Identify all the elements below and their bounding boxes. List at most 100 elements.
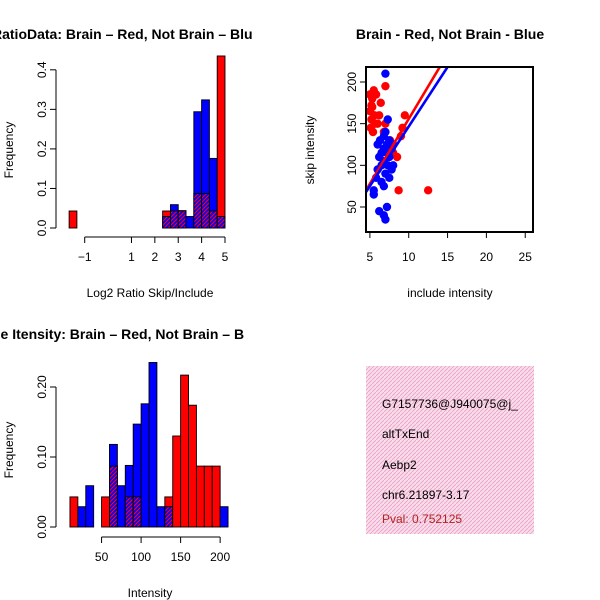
- scatter-y-tick-label: 100: [345, 155, 359, 175]
- intensity-scatter: Brain - Red, Not Brain - Blue include in…: [303, 26, 544, 300]
- ratio-histogram-x-tick-label: 4: [198, 250, 205, 264]
- intensity-histogram-bar-brain: [203, 465, 213, 528]
- intensity-scatter-title: Brain - Red, Not Brain - Blue: [356, 26, 544, 42]
- intensity-scatter-axes: 5 10 15 20 25 50 100 150 200: [345, 66, 534, 264]
- scatter-point-brain: [371, 90, 381, 99]
- intensity-histogram-bar-not-brain: [77, 506, 87, 528]
- scatter-point-not-brain: [381, 69, 390, 78]
- ratio-histogram-bar-overlap: [177, 210, 187, 229]
- intensity-histogram-y-tick-label: 0.00: [35, 515, 49, 539]
- ratio-histogram-x-tick-label: 1: [128, 250, 135, 264]
- scatter-y-tick-label: 150: [345, 113, 359, 133]
- scatter-y-tick-label: 200: [345, 72, 359, 92]
- ratio-histogram-bar-overlap: [193, 193, 203, 229]
- intensity-histogram-bar-not-brain: [148, 362, 158, 528]
- scatter-point-not-brain: [369, 186, 378, 195]
- info-box-background: [366, 366, 534, 534]
- intensity-histogram-bar-overlap: [109, 465, 118, 528]
- intensity-histogram-bar-brain: [211, 465, 221, 528]
- intensity-histogram-y-tick-label: 0.20: [35, 375, 49, 399]
- intensity-histogram-y-tick-label: 0.10: [35, 445, 49, 469]
- ratio-histogram-y-tick-label: 0.0: [35, 219, 49, 236]
- intensity-scatter-ylabel: skip intensity: [303, 116, 317, 185]
- fit-line-brain: [366, 67, 441, 192]
- intensity-histogram-bar-brain: [69, 496, 79, 528]
- intensity-histogram: ne Itensity: Brain – Red, Not Brain – B …: [0, 326, 244, 600]
- ratio-histogram-x-tick-label: 2: [152, 250, 159, 264]
- info-id-line: G7157736@J940075@j_: [382, 397, 518, 411]
- scatter-point-brain: [368, 127, 378, 137]
- ratio-histogram: RatioData: Brain – Red, Not Brain – Blu …: [0, 26, 253, 300]
- ratio-histogram-y-tick-label: 0.3: [35, 101, 49, 118]
- intensity-histogram-bar-brain: [188, 404, 197, 528]
- scatter-x-tick-label: 10: [402, 250, 416, 264]
- scatter-point-not-brain: [375, 206, 384, 216]
- info-event-type: altTxEnd: [382, 427, 429, 441]
- scatter-point-brain: [376, 98, 385, 108]
- ratio-histogram-y-tick-label: 0.4: [35, 61, 49, 78]
- intensity-histogram-title: ne Itensity: Brain – Red, Not Brain – B: [0, 326, 244, 342]
- ratio-histogram-xlabel: Log2 Ratio Skip/Include: [87, 286, 214, 300]
- info-pval: Pval: 0.752125: [382, 512, 462, 526]
- ratio-histogram-bar-brain: [68, 210, 78, 229]
- scatter-x-tick-label: 5: [367, 250, 374, 264]
- intensity-histogram-bar-not-brain: [85, 485, 95, 528]
- intensity-histogram-bar-not-brain: [156, 506, 166, 528]
- scatter-x-tick-label: 20: [480, 250, 494, 264]
- scatter-point-not-brain: [381, 215, 390, 224]
- intensity-histogram-bar-overlap: [124, 496, 134, 528]
- intensity-histogram-xlabel: Intensity: [128, 586, 173, 600]
- intensity-scatter-xlabel: include intensity: [407, 286, 492, 300]
- ratio-histogram-x-tick-label: 5: [222, 250, 229, 264]
- ratio-histogram-bar-brain: [216, 55, 226, 229]
- info-location: chr6.21897-3.17: [382, 488, 470, 502]
- scatter-points: [366, 67, 449, 224]
- ratio-histogram-bar-overlap: [201, 193, 210, 229]
- ratio-histogram-bar-not-brain: [185, 216, 195, 229]
- intensity-histogram-ylabel: Frequency: [2, 422, 16, 479]
- ratio-histogram-x-tick-label: −1: [78, 250, 92, 264]
- scatter-point-brain: [373, 119, 382, 128]
- scatter-point-brain: [423, 186, 433, 195]
- scatter-point-brain: [394, 186, 403, 195]
- scatter-point-not-brain: [388, 161, 398, 170]
- scatter-point-brain: [381, 81, 390, 91]
- fit-line-not-brain: [366, 67, 449, 193]
- intensity-histogram-bar-overlap: [164, 506, 174, 528]
- intensity-histogram-x-tick-label: 100: [131, 550, 151, 564]
- ratio-histogram-y-tick-label: 0.2: [35, 140, 49, 157]
- scatter-frame: [365, 66, 534, 233]
- scatter-point-not-brain: [379, 181, 389, 191]
- intensity-histogram-x-tick-label: 150: [171, 550, 191, 564]
- intensity-histogram-bar-brain: [180, 374, 189, 528]
- scatter-y-tick-label: 50: [345, 200, 359, 214]
- ratio-histogram-x-tick-label: 3: [175, 250, 182, 264]
- intensity-histogram-x-tick-label: 50: [95, 550, 109, 564]
- intensity-histogram-bar-overlap: [132, 496, 142, 528]
- scatter-x-tick-label: 15: [441, 250, 455, 264]
- intensity-histogram-axes: 0.00 0.10 0.20 50 100 150 200: [35, 375, 230, 564]
- intensity-histogram-bar-brain: [101, 496, 110, 528]
- intensity-histogram-bar-brain: [195, 465, 205, 528]
- scatter-point-brain: [375, 111, 384, 120]
- ratio-histogram-axes: 0.0 0.1 0.2 0.3 0.4 −1 1 2 3 4 5: [35, 61, 229, 264]
- scatter-point-brain: [368, 102, 377, 112]
- scatter-point-not-brain: [381, 127, 390, 137]
- intensity-histogram-bar-not-brain: [140, 403, 150, 528]
- intensity-histogram-x-tick-label: 200: [210, 550, 230, 564]
- ratio-histogram-bar-overlap: [169, 210, 179, 229]
- intensity-scatter-plot: [366, 67, 449, 224]
- scatter-point-brain: [400, 111, 410, 120]
- intensity-histogram-bar-brain: [172, 435, 182, 528]
- ratio-histogram-ylabel: Frequency: [2, 122, 16, 179]
- ratio-histogram-title: RatioData: Brain – Red, Not Brain – Blu: [0, 26, 253, 42]
- scatter-point-not-brain: [385, 173, 394, 183]
- ratio-histogram-bar-overlap: [208, 210, 218, 229]
- intensity-histogram-bar-not-brain: [116, 485, 126, 528]
- ratio-histogram-y-tick-label: 0.1: [35, 180, 49, 197]
- info-gene: Aebp2: [382, 458, 417, 472]
- ratio-histogram-bar-overlap: [162, 216, 171, 229]
- intensity-histogram-bars: [69, 362, 229, 528]
- scatter-point-brain: [392, 152, 402, 162]
